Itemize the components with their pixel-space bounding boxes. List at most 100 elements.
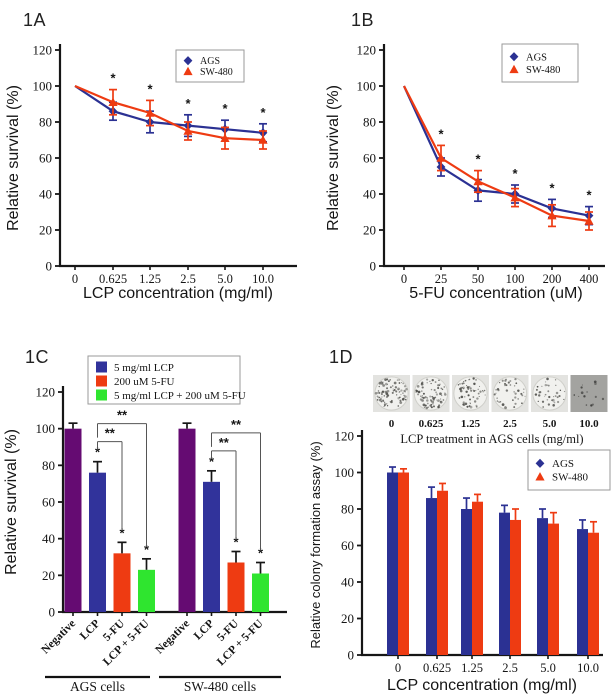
svg-text:**: **	[105, 426, 116, 441]
svg-text:60: 60	[39, 151, 52, 166]
svg-text:LCP concentration (mg/ml): LCP concentration (mg/ml)	[83, 285, 273, 302]
svg-text:40: 40	[363, 187, 376, 202]
svg-text:AGS: AGS	[526, 52, 547, 63]
panel-1b-label: 1B	[351, 10, 375, 30]
svg-text:80: 80	[363, 115, 376, 130]
svg-text:*: *	[95, 445, 101, 460]
svg-text:0.625: 0.625	[99, 272, 127, 286]
svg-text:0: 0	[348, 648, 355, 663]
figure-panel-1d: 1D 0 20 40 60 80 100 120 0 0.625 1.25 2.5 5.0 10.0 LC…	[306, 330, 612, 700]
figure-panel-1c: 1C 0 20 40 60 80 100 120 Relative survival (%) N…	[0, 330, 306, 700]
svg-text:0: 0	[46, 259, 53, 274]
svg-text:**: **	[117, 408, 128, 423]
svg-text:20: 20	[42, 568, 55, 583]
svg-text:200 uM 5-FU: 200 uM 5-FU	[114, 376, 175, 388]
svg-text:Relative survival (%): Relative survival (%)	[3, 429, 20, 575]
svg-text:*: *	[260, 105, 266, 120]
svg-text:2.5: 2.5	[503, 418, 517, 430]
svg-text:100: 100	[357, 79, 377, 94]
svg-text:2.5: 2.5	[180, 272, 196, 286]
svg-text:*: *	[586, 188, 592, 203]
svg-text:0.625: 0.625	[419, 418, 444, 430]
svg-text:20: 20	[341, 611, 354, 626]
svg-text:10.0: 10.0	[577, 661, 599, 675]
svg-text:20: 20	[39, 223, 52, 238]
svg-text:0: 0	[49, 605, 56, 620]
svg-text:5 mg/ml LCP + 200 uM 5-FU: 5 mg/ml LCP + 200 uM 5-FU	[114, 390, 246, 402]
svg-text:0: 0	[401, 272, 407, 286]
svg-text:SW-480 cells: SW-480 cells	[184, 679, 256, 694]
svg-text:80: 80	[39, 115, 52, 130]
svg-text:*: *	[209, 454, 215, 469]
svg-text:*: *	[110, 71, 116, 86]
svg-text:40: 40	[42, 531, 55, 546]
svg-text:**: **	[231, 417, 242, 432]
svg-text:*: *	[147, 81, 153, 96]
panel-1c-label: 1C	[25, 347, 50, 367]
svg-text:25: 25	[435, 272, 448, 286]
svg-text:AGS: AGS	[552, 458, 574, 470]
svg-text:5.0: 5.0	[540, 661, 556, 675]
svg-text:60: 60	[341, 538, 354, 553]
svg-text:100: 100	[36, 421, 56, 436]
svg-text:*: *	[185, 96, 191, 111]
svg-text:5-FU concentration (uM): 5-FU concentration (uM)	[409, 285, 582, 302]
svg-text:80: 80	[42, 458, 55, 473]
svg-text:*: *	[512, 166, 518, 181]
svg-text:60: 60	[42, 495, 55, 510]
svg-text:0: 0	[395, 661, 401, 675]
svg-text:120: 120	[33, 43, 53, 58]
svg-text:*: *	[222, 101, 228, 116]
svg-text:Negative: Negative	[153, 618, 192, 657]
figure-panel-1b: 1B 0 20 40 60 80 100 120 0 25 50 100 200 400 5-FU con…	[306, 0, 612, 330]
svg-text:10.0: 10.0	[579, 418, 599, 430]
svg-text:1.25: 1.25	[461, 661, 483, 675]
svg-text:SW-480: SW-480	[526, 65, 560, 76]
svg-text:LCP treatment in AGS cells (mg: LCP treatment in AGS cells (mg/ml)	[400, 432, 583, 446]
svg-text:Negative: Negative	[39, 618, 78, 657]
svg-text:AGS: AGS	[200, 56, 220, 67]
svg-text:SW-480: SW-480	[200, 67, 233, 78]
svg-text:LCP concentration (mg/ml): LCP concentration (mg/ml)	[387, 677, 577, 694]
svg-text:Relative survival (%): Relative survival (%)	[325, 85, 342, 231]
svg-text:1.25: 1.25	[139, 272, 161, 286]
svg-text:0.625: 0.625	[423, 661, 451, 675]
svg-text:*: *	[233, 535, 239, 550]
svg-text:80: 80	[341, 502, 354, 517]
svg-text:AGS cells: AGS cells	[70, 679, 125, 694]
svg-text:*: *	[258, 546, 264, 561]
svg-text:100: 100	[335, 465, 355, 480]
svg-text:60: 60	[363, 151, 376, 166]
svg-text:0: 0	[72, 272, 78, 286]
svg-text:LCP: LCP	[192, 618, 217, 643]
svg-text:5 mg/ml LCP: 5 mg/ml LCP	[114, 362, 174, 374]
svg-text:*: *	[475, 152, 481, 167]
svg-text:*: *	[438, 126, 444, 141]
svg-text:120: 120	[335, 429, 355, 444]
svg-text:0: 0	[389, 418, 395, 430]
figure-panel-1a: 1A 0 20 40 60 80 100 120 0 0.625 1.25 2.5 5.0 10.0 LC…	[0, 0, 306, 330]
svg-text:*: *	[549, 180, 555, 195]
svg-text:400: 400	[580, 272, 599, 286]
svg-text:20: 20	[363, 223, 376, 238]
panel-1d-label: 1D	[329, 347, 354, 367]
svg-text:Relative survival (%): Relative survival (%)	[5, 85, 22, 231]
svg-text:5.0: 5.0	[543, 418, 557, 430]
svg-text:10.0: 10.0	[252, 272, 274, 286]
svg-text:Relative colony formation assa: Relative colony formation assay (%)	[308, 441, 323, 648]
panel-1c-bar-chart: 0 20 40 60 80 100 120 Relative survival (%) Nega…	[3, 355, 287, 694]
svg-text:**: **	[219, 435, 230, 450]
svg-text:*: *	[119, 525, 125, 540]
svg-text:*: *	[144, 542, 150, 557]
svg-text:1.25: 1.25	[461, 418, 481, 430]
svg-text:50: 50	[472, 272, 485, 286]
svg-text:40: 40	[341, 575, 354, 590]
svg-text:2.5: 2.5	[502, 661, 518, 675]
svg-text:LCP: LCP	[78, 618, 103, 643]
svg-text:100: 100	[33, 79, 53, 94]
svg-text:40: 40	[39, 187, 52, 202]
